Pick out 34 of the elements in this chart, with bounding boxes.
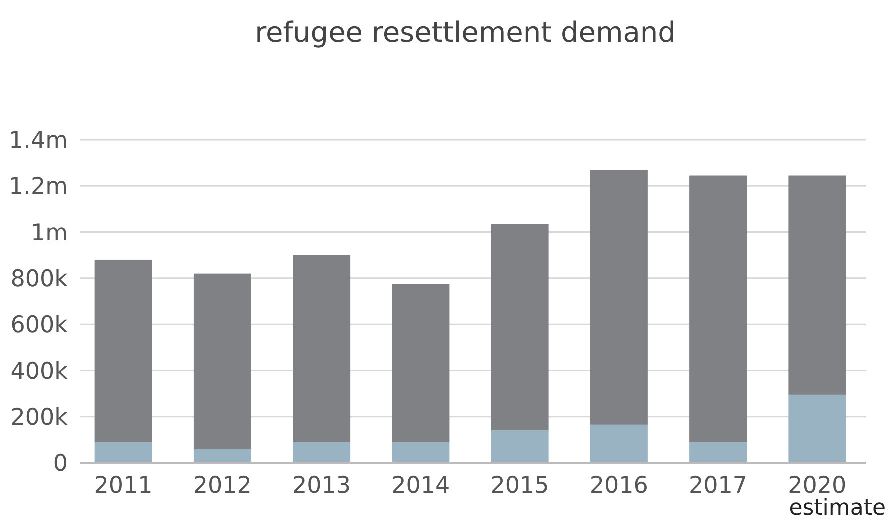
bar <box>690 176 748 442</box>
bar <box>94 260 152 442</box>
bar <box>788 394 846 463</box>
x-tick-label: 2013 <box>292 473 352 499</box>
bar <box>392 284 450 442</box>
bar <box>491 224 549 431</box>
bar <box>293 442 351 463</box>
y-tick-label: 1.2m <box>9 174 68 200</box>
y-tick-label: 1.4m <box>9 128 68 154</box>
x-tick-label: 2015 <box>490 473 550 499</box>
bar <box>293 255 351 442</box>
bar <box>590 170 648 425</box>
x-tick-label: 2020 <box>788 473 847 499</box>
bar <box>491 430 549 463</box>
x-tick-label: 2017 <box>689 473 748 499</box>
text: estimate <box>789 496 886 521</box>
y-tick-label: 200k <box>10 404 69 431</box>
bar <box>194 274 252 450</box>
x-tick-label: 2011 <box>94 473 153 499</box>
bar <box>690 442 748 463</box>
bar <box>194 449 252 463</box>
x-tick-label: 2014 <box>392 473 450 499</box>
x-tick-label: 2012 <box>193 473 252 499</box>
y-tick-label: 0 <box>53 451 68 478</box>
y-tick-label: 1m <box>30 220 68 246</box>
x-tick-label: 2016 <box>590 473 648 499</box>
y-tick-label: 800k <box>10 266 69 292</box>
y-tick-label: 600k <box>10 312 69 339</box>
y-tick-label: 400k <box>10 358 69 385</box>
bar <box>392 442 450 463</box>
bar <box>590 424 648 463</box>
bar <box>94 442 152 463</box>
bar <box>788 176 846 395</box>
chart-title: refugee resettlement demand <box>255 16 676 49</box>
